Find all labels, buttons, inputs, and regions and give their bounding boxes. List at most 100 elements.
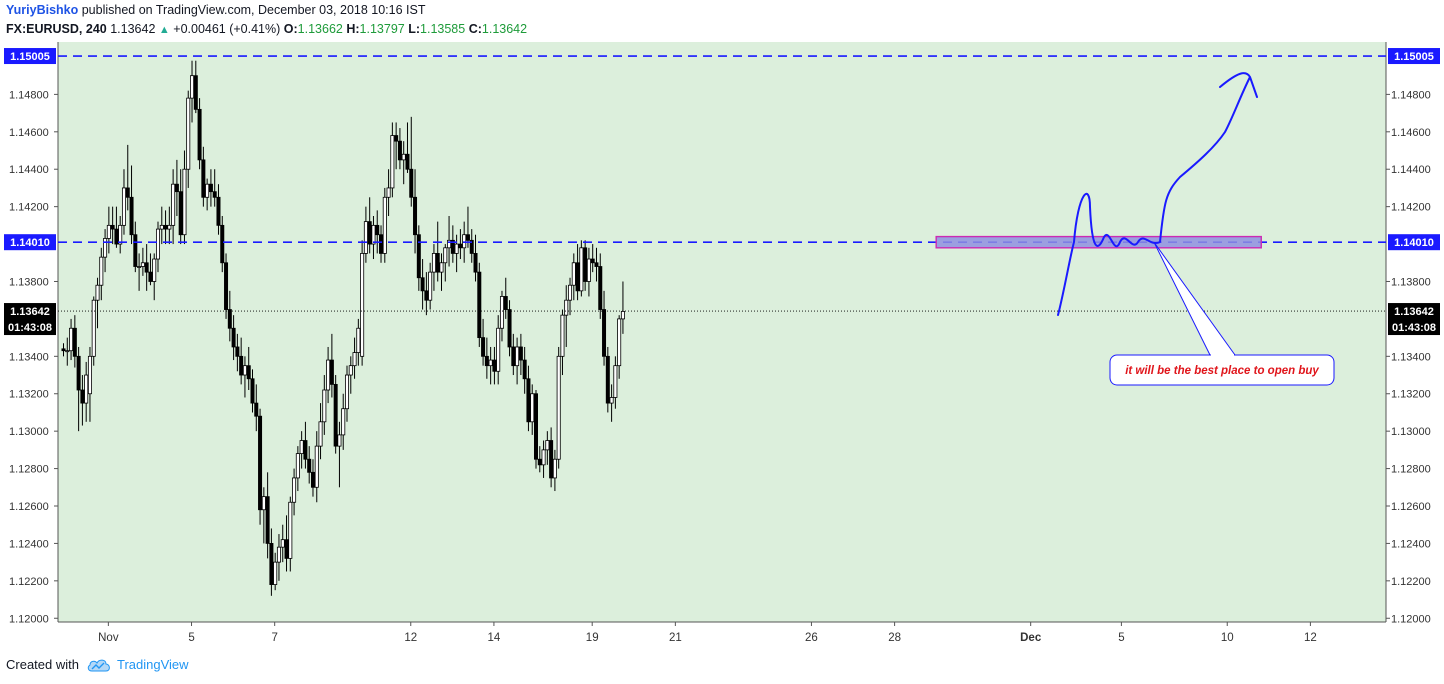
candle-body-down	[481, 337, 486, 357]
candle-body-up	[439, 262, 444, 273]
x-tick-label: Dec	[1020, 632, 1042, 644]
low-value: 1.13585	[420, 22, 466, 36]
candle-body-down	[220, 224, 225, 264]
candle-body-up	[541, 449, 546, 466]
candle-body-up	[348, 365, 353, 376]
candle-body-down	[590, 258, 595, 264]
y-tick-label-left: 1.12800	[9, 464, 49, 476]
y-tick-label-left: 1.14600	[9, 127, 49, 139]
candle-body-down	[284, 539, 289, 559]
candle-body-up	[159, 224, 164, 230]
candle-body-up	[556, 355, 561, 460]
candle-body-down	[235, 346, 240, 357]
x-tick-label: 21	[669, 632, 682, 644]
candle-body-up	[137, 266, 142, 268]
current-price-label-left: 1.13642	[10, 306, 50, 318]
x-tick-label: 10	[1221, 632, 1234, 644]
candle-body-up	[431, 253, 436, 273]
candle-body-up	[499, 296, 504, 329]
candle-body-up	[276, 546, 281, 563]
candle-body-down	[484, 355, 489, 367]
candle-body-down	[231, 327, 236, 348]
candle-body-down	[549, 440, 554, 479]
candle-body-down	[575, 262, 580, 292]
drawings: 1.15005 1.15005 1.14010 1.14010 1.13642 01:43…	[4, 48, 1440, 386]
y-tick-label-left: 1.12600	[9, 501, 49, 513]
candle-body-up	[530, 393, 535, 423]
up-arrow-icon: ▲	[158, 24, 170, 36]
candle-body-down	[114, 228, 119, 245]
candle-body-up	[69, 327, 74, 352]
candle-body-down	[265, 496, 270, 544]
y-tick-label-right: 1.14800	[1391, 89, 1431, 101]
candle-body-up	[428, 271, 433, 301]
y-tick-label-left: 1.13800	[9, 276, 49, 288]
candle-body-down	[511, 346, 516, 367]
candle-body-up	[95, 284, 100, 301]
current-price-label-bg-right	[1388, 303, 1440, 336]
hand-drawn-projection	[1057, 72, 1258, 316]
close-value: 1.13642	[481, 22, 528, 36]
level-label-left: 1.15005	[10, 51, 50, 63]
candle-body-down	[148, 271, 153, 282]
y-axis-ticks: 1.14800 1.14800 1.14600 1.14600 1.14400 1.144…	[9, 89, 1431, 625]
y-tick-label-right: 1.13200	[1391, 389, 1431, 401]
candle-body-down	[110, 224, 115, 230]
candle-body-down	[212, 191, 217, 198]
level-label-bg-left	[4, 234, 56, 251]
level-label-bg-left	[4, 48, 56, 65]
candle-body-down	[537, 458, 542, 466]
tradingview-cloud-icon	[87, 659, 110, 671]
author-name[interactable]: YuriyBishko	[6, 3, 79, 17]
candle-body-up	[140, 262, 145, 267]
candle-body-down	[458, 243, 463, 249]
candle-body-down	[216, 196, 221, 226]
y-tick-label-left: 1.14200	[9, 202, 49, 214]
level-label-right: 1.14010	[1394, 237, 1434, 249]
close-label: C:	[468, 22, 482, 36]
candle-body-down	[193, 75, 198, 110]
candle-body-up	[352, 352, 357, 367]
candle-body-down	[197, 108, 202, 161]
candle-body-up	[121, 187, 126, 226]
level-label-right: 1.15005	[1394, 51, 1434, 63]
x-tick-label: 12	[1304, 632, 1317, 644]
candle-body-up	[568, 284, 573, 301]
price-chart[interactable]: 1.14800 1.14800 1.14600 1.14600 1.14400 1.144…	[0, 42, 1444, 654]
candle-body-down	[72, 327, 77, 357]
candle-body-up	[390, 135, 395, 189]
y-tick-label-right: 1.12800	[1391, 464, 1431, 476]
plot-area[interactable]	[58, 42, 1386, 622]
current-price-label-bg-left	[4, 303, 56, 336]
candle-body-down	[503, 296, 508, 310]
x-tick-label: 5	[1118, 632, 1124, 644]
buy-zone-rectangle	[935, 235, 1262, 249]
candle-body-down	[80, 389, 85, 404]
candle-body-down	[469, 239, 474, 254]
candle-body-up	[186, 97, 191, 170]
candle-body-down	[416, 234, 421, 279]
candle-body-up	[87, 355, 92, 395]
y-tick-label-right: 1.12600	[1391, 501, 1431, 513]
x-tick-label: 12	[404, 632, 417, 644]
candle-body-down	[163, 224, 168, 230]
candle-body-down	[394, 135, 399, 142]
candle-body-down	[492, 359, 497, 372]
tradingview-brand[interactable]: TradingView	[87, 657, 189, 672]
candle-body-up	[337, 434, 342, 447]
y-tick-label-right: 1.13800	[1391, 276, 1431, 288]
candle-body-down	[409, 168, 414, 198]
candle-body-down	[333, 383, 338, 447]
candle-body-down	[522, 359, 527, 380]
candle-body-up	[496, 327, 501, 372]
candle-body-up	[318, 421, 323, 447]
publish-info: YuriyBishko published on TradingView.com…	[6, 3, 425, 17]
candle-body-up	[171, 183, 176, 226]
candle-body-down	[76, 355, 81, 391]
brand-label: TradingView	[116, 657, 189, 672]
candle-body-down	[201, 159, 206, 198]
candle-body-down	[307, 458, 312, 473]
candle-body-down	[507, 309, 512, 348]
x-tick-label: 5	[188, 632, 194, 644]
level-label-bg-right	[1388, 234, 1440, 251]
